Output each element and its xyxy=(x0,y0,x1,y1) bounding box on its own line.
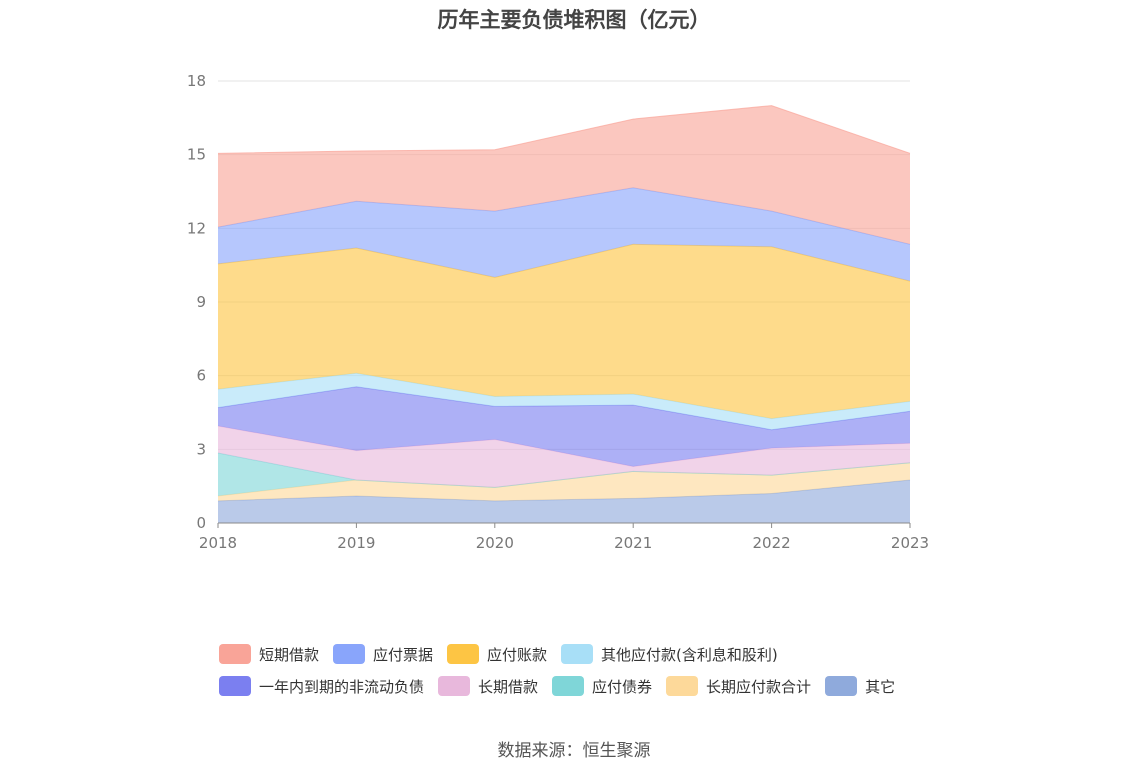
legend-swatch xyxy=(552,676,585,696)
data-source-note: 数据来源：恒生聚源 xyxy=(497,741,651,761)
x-tick-label: 2021 xyxy=(614,534,652,552)
legend-label: 其它 xyxy=(865,677,896,696)
axes: 0 3 6 9 12 15 18 2018 2019 2020 2021 2022 2023 xyxy=(187,72,929,552)
area-series xyxy=(218,187,910,282)
legend-label: 应付债券 xyxy=(592,677,653,696)
area-series xyxy=(218,105,910,245)
legend-swatch xyxy=(438,676,471,696)
area-series xyxy=(218,462,910,501)
legend-swatch xyxy=(561,644,594,664)
area-series-line xyxy=(217,105,911,154)
legend-item[interactable]: 其他应付款(含利息和股利) xyxy=(561,644,778,665)
legend-label: 其他应付款(含利息和股利) xyxy=(601,645,778,664)
x-tick-label: 2018 xyxy=(199,534,237,552)
x-tick-label: 2020 xyxy=(476,534,514,552)
legend-swatch xyxy=(447,644,480,664)
area-series xyxy=(218,244,910,419)
legend-item[interactable]: 一年内到期的非流动负债 xyxy=(219,676,424,697)
y-tick-label: 12 xyxy=(187,219,206,237)
legend: 短期借款 应付票据 应付账款 其他应付款(含利息和股利) 一年内到期的非流动负债 长期借… xyxy=(219,638,979,702)
legend-row: 短期借款 应付票据 应付账款 其他应付款(含利息和股利) xyxy=(219,638,979,670)
legend-label: 长期借款 xyxy=(478,677,539,696)
legend-swatch xyxy=(825,676,858,696)
legend-label: 应付账款 xyxy=(487,645,548,664)
legend-item[interactable]: 其它 xyxy=(825,676,895,697)
y-tick-label: 18 xyxy=(187,72,206,90)
area-series xyxy=(218,386,910,467)
y-tick-label: 9 xyxy=(196,293,206,311)
area-series xyxy=(218,480,910,523)
legend-swatch xyxy=(666,676,699,696)
legend-swatch xyxy=(219,676,251,696)
legend-row: 一年内到期的非流动负债 长期借款 应付债券 长期应付款合计 其它 xyxy=(219,670,979,702)
legend-label: 长期应付款合计 xyxy=(706,677,812,696)
legend-swatch xyxy=(333,644,366,664)
y-tick-label: 3 xyxy=(196,440,206,458)
y-tick-label: 6 xyxy=(196,367,206,385)
x-tick-label: 2023 xyxy=(891,534,929,552)
y-tick-label: 15 xyxy=(187,146,206,164)
legend-label: 应付票据 xyxy=(373,645,434,664)
legend-item[interactable]: 应付账款 xyxy=(447,644,547,665)
x-tick-label: 2022 xyxy=(753,534,791,552)
area-series-layer xyxy=(217,105,911,523)
legend-label: 一年内到期的非流动负债 xyxy=(259,677,425,696)
legend-item[interactable]: 短期借款 xyxy=(219,644,319,665)
stacked-area-chart: 0 3 6 9 12 15 18 2018 2019 2020 2021 2022 2023 xyxy=(187,72,929,552)
legend-item[interactable]: 应付债券 xyxy=(552,676,652,697)
legend-item[interactable]: 长期借款 xyxy=(438,676,538,697)
area-series xyxy=(218,426,910,488)
x-tick-label: 2019 xyxy=(337,534,375,552)
legend-item[interactable]: 应付票据 xyxy=(333,644,433,665)
y-tick-label: 0 xyxy=(196,514,206,532)
legend-swatch xyxy=(219,644,251,664)
chart-title: 历年主要负债堆积图（亿元） xyxy=(437,8,711,32)
legend-item[interactable]: 长期应付款合计 xyxy=(666,676,811,697)
legend-label: 短期借款 xyxy=(259,645,320,664)
area-series xyxy=(218,373,910,430)
